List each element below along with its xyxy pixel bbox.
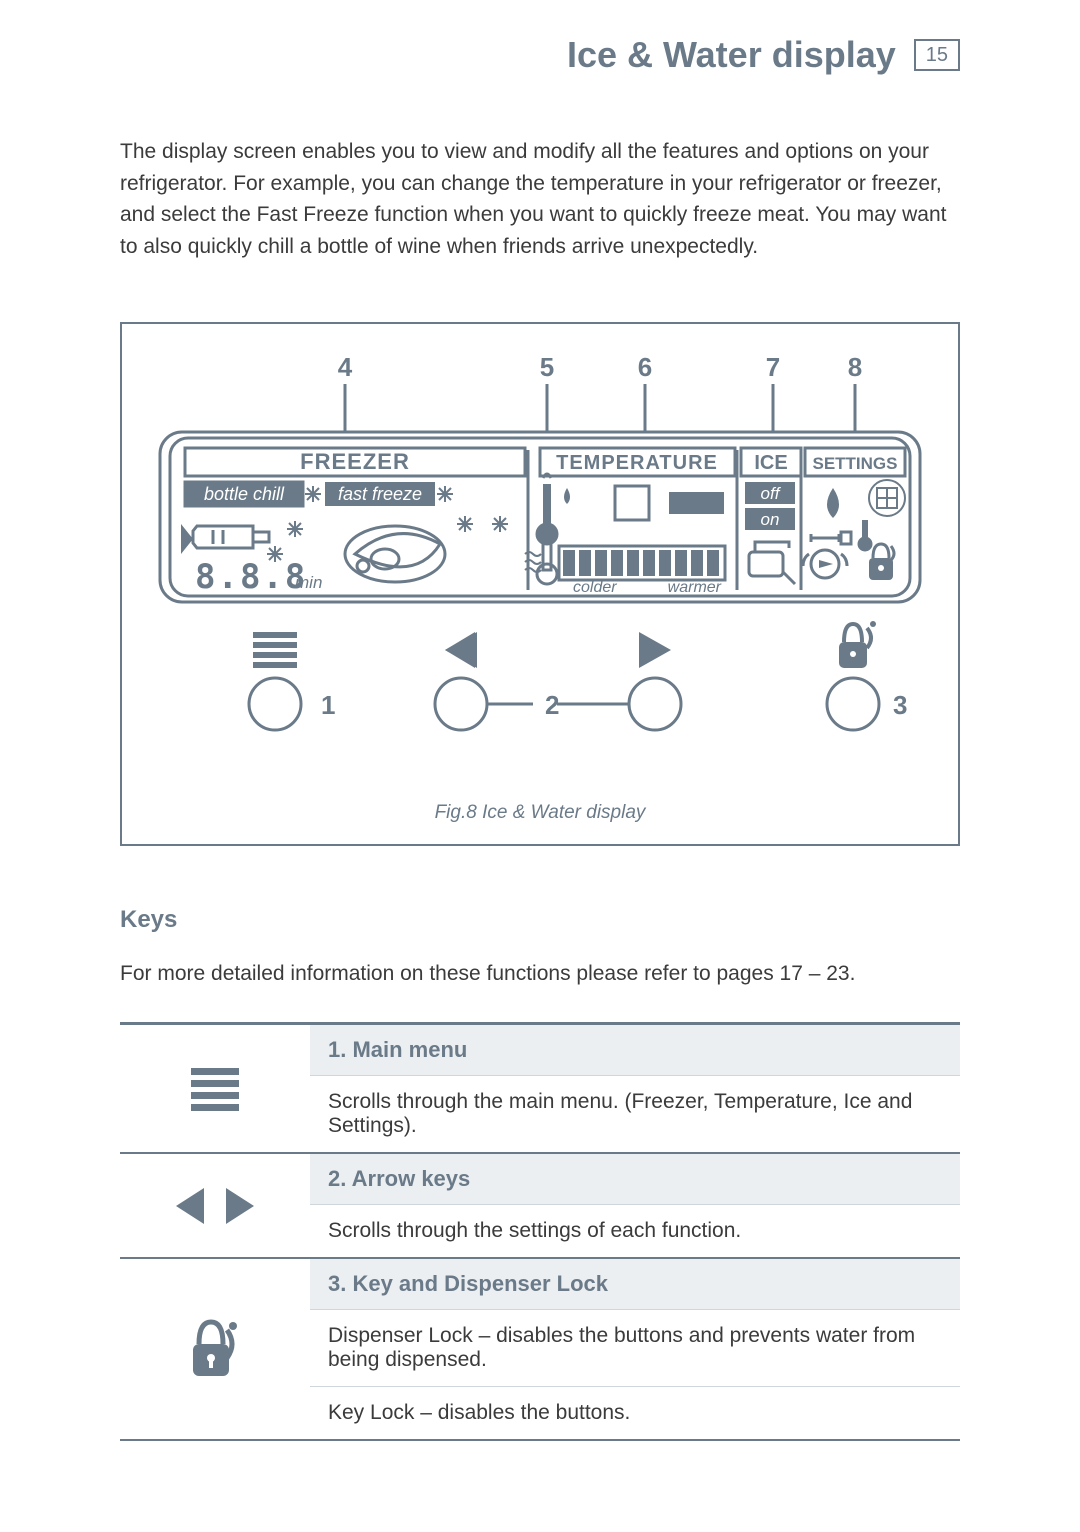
svg-text:ICE: ICE — [754, 452, 787, 474]
svg-text:5: 5 — [540, 354, 554, 382]
svg-text:min: min — [295, 573, 322, 592]
menu-button-icon — [253, 632, 297, 668]
page-header: Ice & Water display 15 — [120, 34, 960, 76]
scoop-icon — [749, 542, 795, 584]
row-title: 2. Arrow keys — [310, 1154, 960, 1205]
svg-text:off: off — [761, 484, 782, 503]
lock-button-icon — [839, 621, 876, 668]
keys-heading: Keys — [120, 906, 960, 934]
cubes-icon — [869, 480, 905, 516]
row-desc: Scrolls through the main menu. (Freezer,… — [310, 1076, 960, 1152]
bottle-icon — [193, 526, 269, 548]
row-desc: Key Lock – disables the buttons. — [310, 1387, 960, 1439]
svg-text:TEMPERATURE: TEMPERATURE — [556, 452, 718, 474]
svg-text:3: 3 — [893, 690, 907, 720]
table-row: 1. Main menu Scrolls through the main me… — [120, 1025, 960, 1154]
keys-table: 1. Main menu Scrolls through the main me… — [120, 1022, 960, 1441]
svg-text:bottle chill: bottle chill — [204, 484, 285, 504]
svg-text:8.8.8: 8.8.8 — [195, 557, 307, 597]
page-number: 15 — [914, 39, 960, 71]
row-title: 3. Key and Dispenser Lock — [310, 1259, 960, 1310]
arrows-icon — [120, 1154, 310, 1257]
ice-water-display-svg: 4 5 6 7 8 FREEZER TEMPERATURE ICE SETTIN… — [145, 354, 935, 784]
display-diagram: 4 5 6 7 8 FREEZER TEMPERATURE ICE SETTIN… — [120, 322, 960, 846]
table-row: 2. Arrow keys Scrolls through the settin… — [120, 1154, 960, 1259]
row-desc: Dispenser Lock – disables the buttons an… — [310, 1310, 960, 1387]
svg-text:6: 6 — [638, 354, 652, 382]
wrench-icon — [811, 532, 851, 544]
food-icon — [345, 526, 445, 582]
svg-text:8: 8 — [848, 354, 862, 382]
lock-icon — [120, 1259, 310, 1439]
svg-text:fast freeze: fast freeze — [338, 484, 422, 504]
figure-caption: Fig.8 Ice & Water display — [144, 802, 936, 824]
row-desc: Scrolls through the settings of each fun… — [310, 1205, 960, 1257]
row-title: 1. Main menu — [310, 1025, 960, 1076]
svg-text:colder: colder — [573, 579, 617, 596]
svg-text:on: on — [761, 510, 780, 529]
lock-icon — [869, 544, 894, 580]
svg-text:4: 4 — [338, 354, 353, 382]
svg-text:SETTINGS: SETTINGS — [812, 454, 897, 473]
menu-icon — [120, 1025, 310, 1152]
svg-text:1: 1 — [321, 690, 335, 720]
table-row: 3. Key and Dispenser Lock Dispenser Lock… — [120, 1259, 960, 1441]
thermometer-full-icon — [537, 474, 557, 544]
arrow-right-icon — [639, 632, 671, 668]
water-drop-icon — [827, 488, 839, 518]
svg-text:7: 7 — [766, 354, 780, 382]
alarm-icon — [803, 550, 847, 578]
keys-subtext: For more detailed information on these f… — [120, 962, 960, 986]
page-title: Ice & Water display — [567, 34, 896, 76]
intro-paragraph: The display screen enables you to view a… — [120, 136, 960, 262]
svg-text:FREEZER: FREEZER — [300, 449, 410, 474]
svg-text:warmer: warmer — [668, 579, 722, 596]
